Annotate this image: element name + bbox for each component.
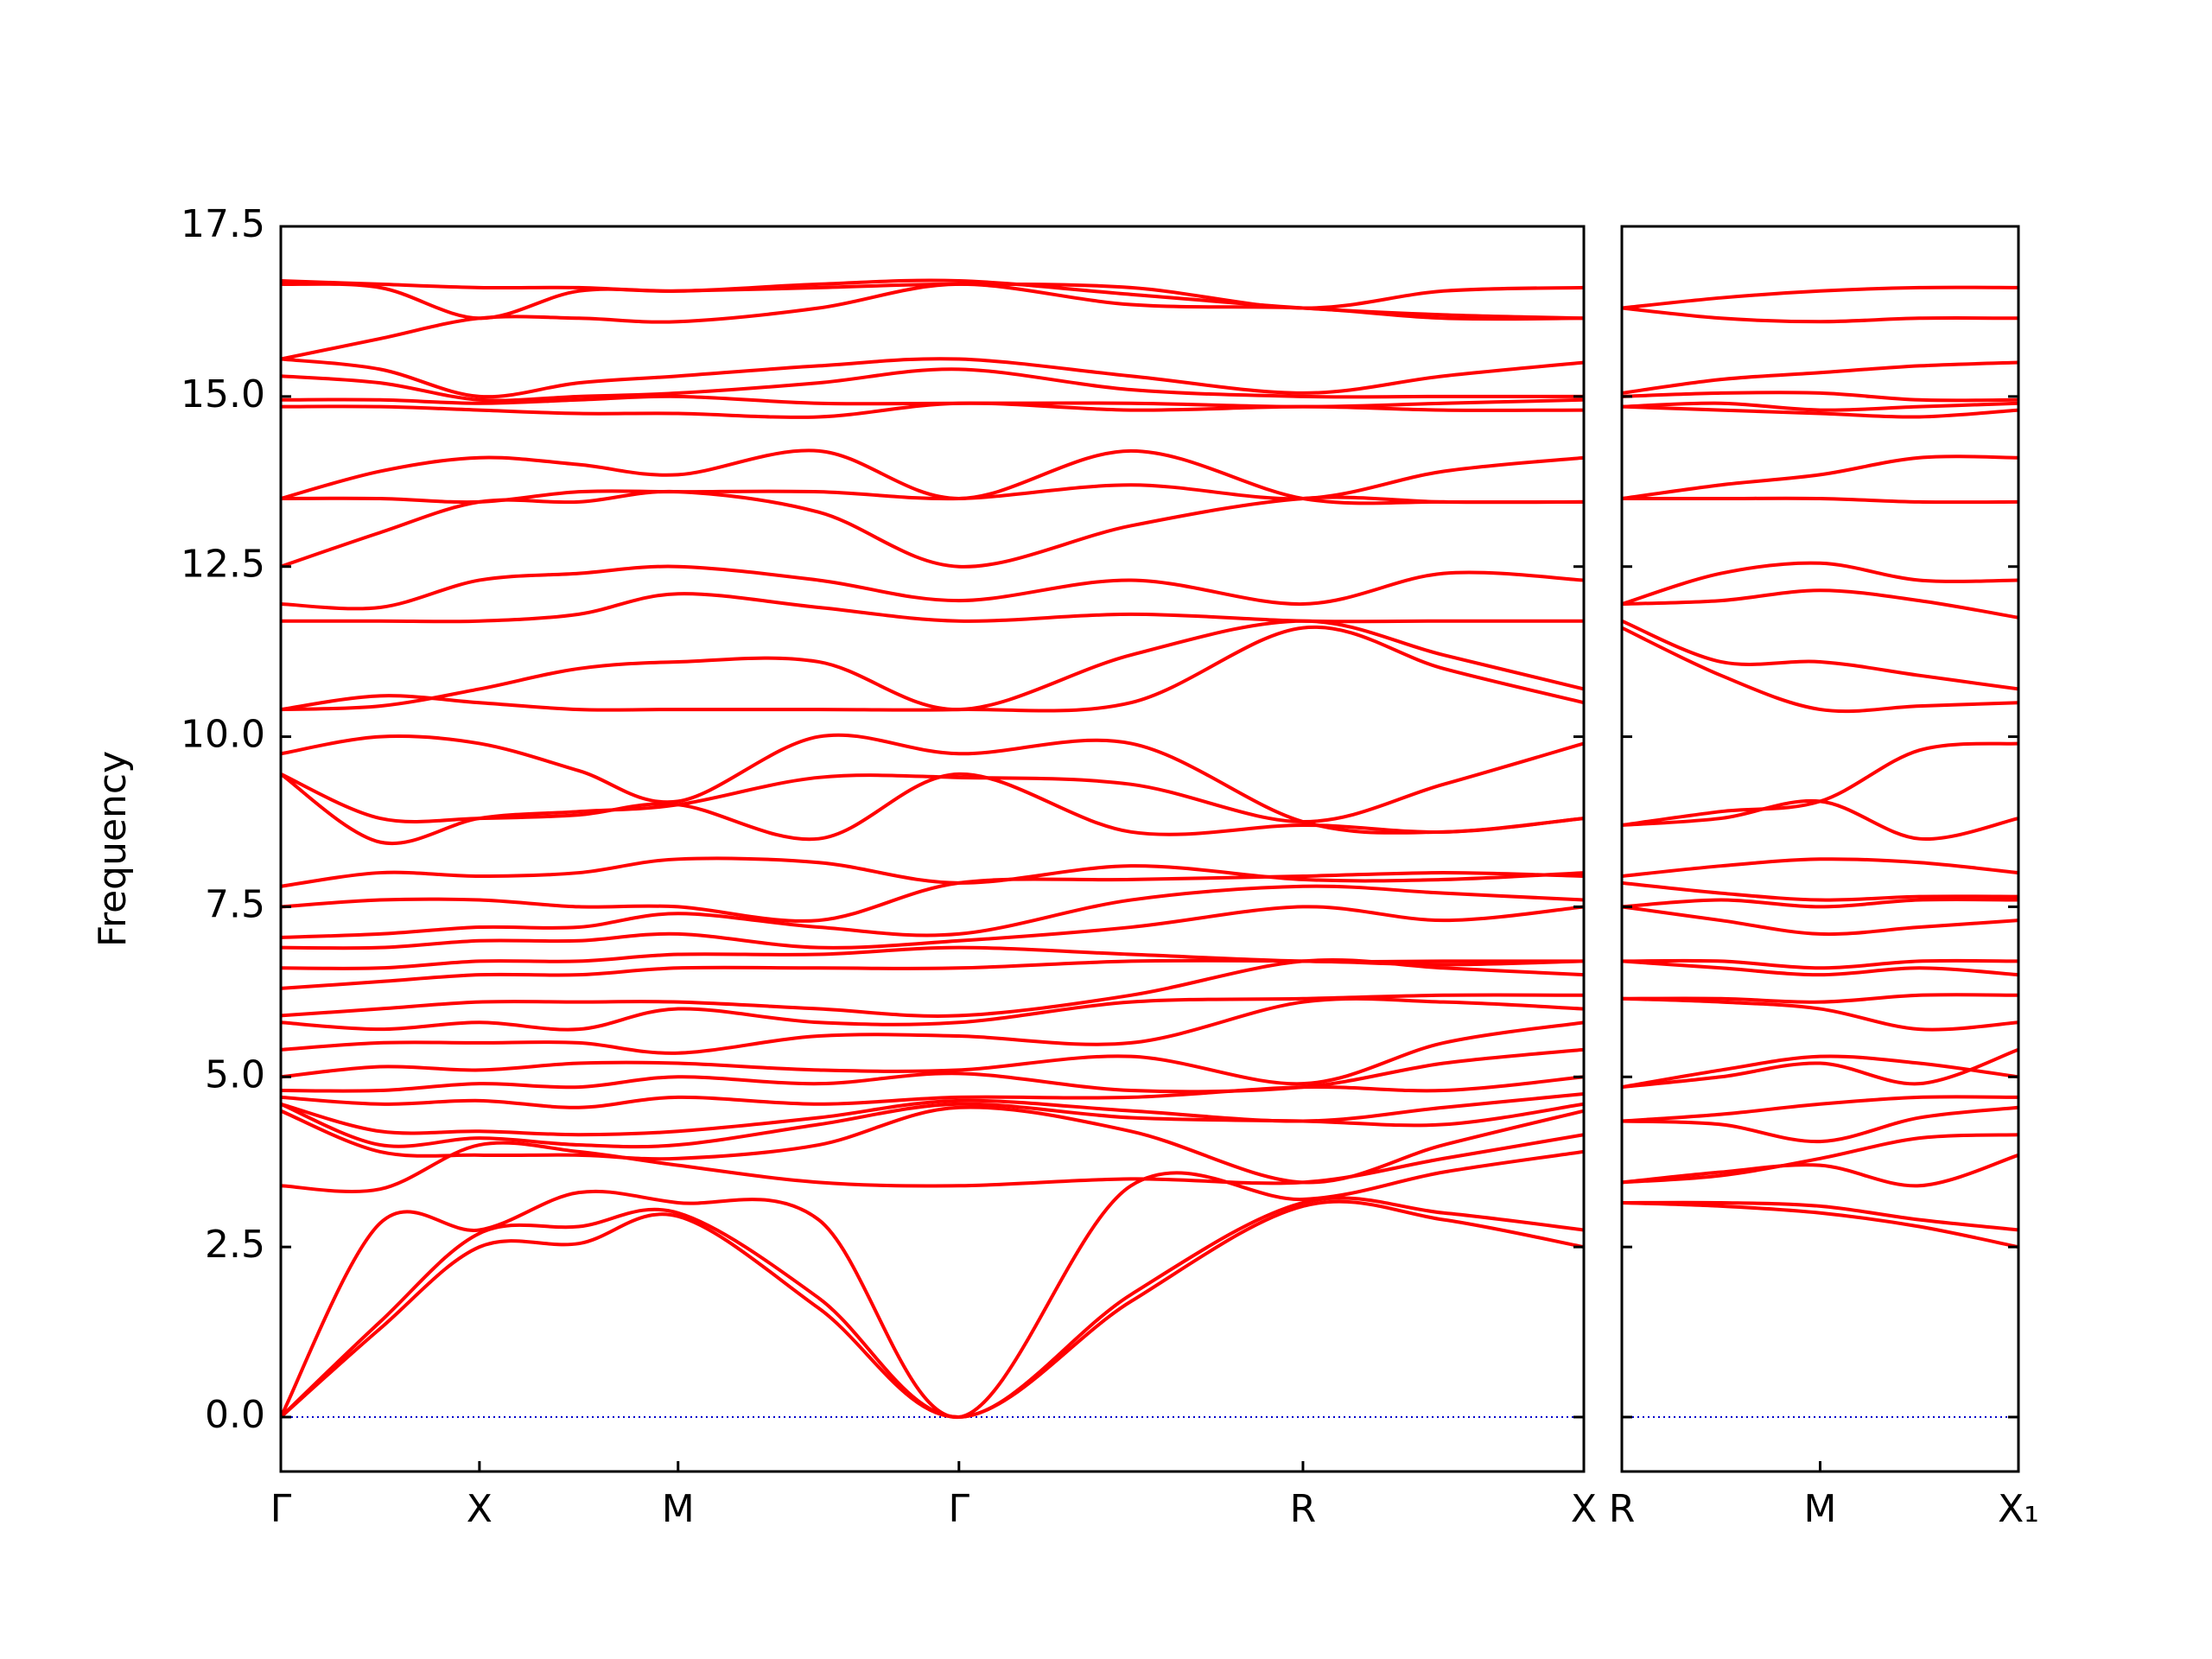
band-line <box>1622 996 2018 1032</box>
band-line <box>1622 619 2018 691</box>
band-line <box>281 905 1584 950</box>
band-line <box>281 394 1584 409</box>
band-line <box>1622 496 2018 505</box>
band-line <box>281 958 1584 990</box>
band-line <box>281 884 1584 939</box>
band-line <box>281 1196 1584 1420</box>
x-tick-label: R <box>1609 1487 1636 1531</box>
band-line <box>281 856 1584 888</box>
band-line <box>281 1102 1584 1149</box>
band-line <box>1622 561 2018 606</box>
band-line <box>281 741 1584 845</box>
band-line <box>1622 588 2018 620</box>
y-tick-label: 0.0 <box>205 1393 265 1437</box>
band-line <box>1622 1054 2018 1090</box>
x-tick-label: M <box>1804 1487 1837 1531</box>
band-line <box>281 945 1584 970</box>
y-tick-label: 2.5 <box>205 1223 265 1267</box>
y-tick-label: 15.0 <box>181 372 265 416</box>
band-line <box>281 592 1584 624</box>
band-line <box>1622 285 2018 310</box>
x-tick-label: Γ <box>270 1487 292 1531</box>
y-tick-label: 5.0 <box>205 1052 265 1096</box>
band-line <box>281 619 1584 712</box>
band-line <box>281 367 1584 403</box>
x-tick-label: X <box>467 1487 493 1531</box>
band-line <box>281 489 1584 569</box>
band-line <box>281 1149 1584 1420</box>
band-line <box>1622 857 2018 878</box>
band-line <box>1622 306 2018 324</box>
band-line <box>281 772 1584 842</box>
band-line <box>1622 626 2018 714</box>
band-line <box>1622 958 2018 970</box>
band-line <box>281 455 1584 505</box>
band-line <box>1622 1200 2018 1232</box>
y-tick-label: 10.0 <box>181 713 265 757</box>
band-line <box>281 282 1584 321</box>
x-tick-label: X <box>1571 1487 1597 1531</box>
band-line <box>1622 391 2018 403</box>
band-line <box>281 1105 1584 1185</box>
band-line <box>1622 1095 2018 1123</box>
band-line <box>281 564 1584 611</box>
band-line <box>1622 880 2018 902</box>
band-line <box>1622 959 2018 977</box>
x-tick-label: M <box>662 1487 695 1531</box>
band-line <box>1622 905 2018 937</box>
band-line <box>281 357 1584 399</box>
band-line <box>1622 1200 2018 1249</box>
band-line <box>281 733 1584 835</box>
band-line <box>281 1199 1584 1420</box>
band-line <box>281 282 1584 361</box>
x-tick-label: X₁ <box>1998 1487 2039 1531</box>
band-line <box>281 993 1584 1032</box>
y-axis-label: Frequency <box>91 751 135 947</box>
band-line <box>1622 1133 2018 1185</box>
band-line <box>281 1075 1584 1109</box>
y-tick-label: 17.5 <box>181 202 265 246</box>
x-tick-label: R <box>1290 1487 1317 1531</box>
band-line <box>1622 897 2018 909</box>
band-line <box>281 278 1584 321</box>
band-line <box>1622 454 2018 500</box>
band-line <box>281 1047 1584 1094</box>
x-tick-label: Γ <box>949 1487 970 1531</box>
band-line <box>1622 1105 2018 1144</box>
band-line <box>281 625 1584 713</box>
band-line <box>281 871 1584 923</box>
band-line <box>281 996 1584 1055</box>
band-line <box>1622 1153 2018 1188</box>
band-line <box>1622 404 2018 419</box>
band-line <box>1622 993 2018 1004</box>
band-line <box>1622 1047 2018 1090</box>
y-tick-label: 12.5 <box>181 543 265 587</box>
band-line <box>1622 401 2018 412</box>
y-tick-label: 7.5 <box>205 882 265 926</box>
band-line <box>281 1091 1584 1137</box>
plot-frame <box>279 225 1586 1473</box>
band-line <box>281 1020 1584 1086</box>
band-line <box>281 448 1584 505</box>
band-line <box>1622 741 2018 827</box>
band-line <box>1622 798 2018 841</box>
band-line <box>1622 360 2018 395</box>
